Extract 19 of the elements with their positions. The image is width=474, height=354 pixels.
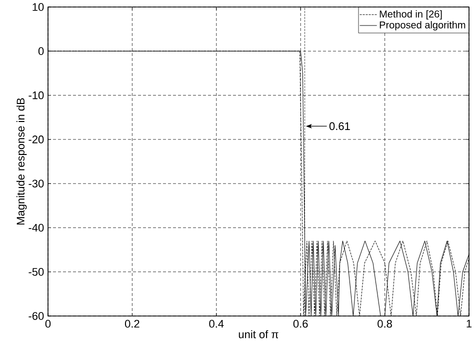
- x-tick-label: 0.4: [209, 320, 224, 328]
- x-tick-label: 0: [45, 320, 51, 328]
- y-tick-label: 0: [38, 47, 44, 56]
- y-axis-title: Magnitude response in dB: [16, 98, 27, 224]
- y-tick-label: -40: [28, 224, 44, 232]
- y-tick-label: -20: [28, 136, 44, 144]
- x-tick-label: 1: [466, 320, 472, 328]
- x-axis-title: unit of π: [238, 330, 278, 338]
- x-tick-label: 0.8: [378, 320, 392, 328]
- legend-label: Method in [26]: [380, 10, 442, 20]
- x-tick-label: 0.6: [293, 320, 308, 328]
- legend-label: Proposed algorithm: [380, 21, 466, 30]
- y-tick-label: -60: [28, 312, 44, 320]
- x-tick-label: 0.2: [124, 320, 140, 328]
- y-tick-label: -50: [28, 268, 44, 276]
- y-tick-label: 10: [32, 3, 44, 11]
- annotation: 0.61: [329, 122, 350, 130]
- y-tick-label: -10: [28, 91, 44, 100]
- y-tick-label: -30: [28, 180, 44, 188]
